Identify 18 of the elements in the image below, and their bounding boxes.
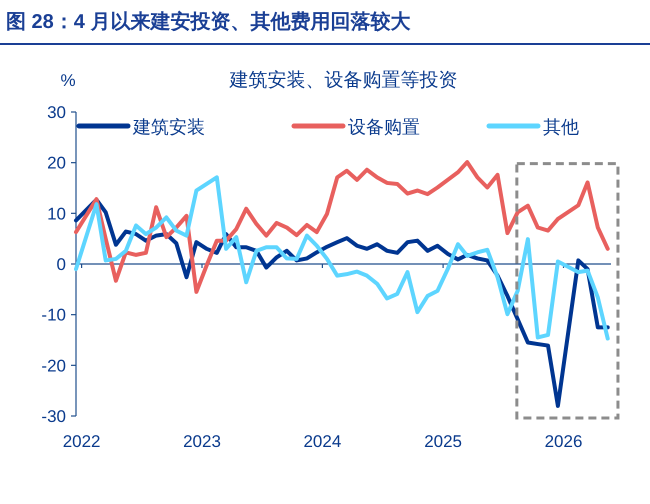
y-tick-label: 30: [47, 103, 66, 122]
y-tick-label: -10: [41, 306, 66, 325]
y-tick-label: -20: [41, 356, 66, 376]
x-tick-label: 2024: [303, 432, 342, 451]
legend-label: 建筑安装: [132, 117, 205, 137]
x-tick-label: 2023: [183, 432, 221, 451]
y-tick-label: -30: [41, 407, 66, 426]
x-tick-label: 2026: [544, 432, 582, 451]
x-tick-label: 2025: [424, 432, 462, 451]
y-tick-label: 10: [47, 204, 66, 224]
y-axis-title: %: [60, 71, 76, 90]
chart-subtitle: 建筑安装、设备购置等投资: [228, 69, 458, 91]
y-tick-label: 0: [56, 255, 66, 274]
y-tick-label: 20: [47, 154, 66, 173]
legend-label: 设备购置: [348, 117, 420, 137]
chart-title: 图 28：4 月以来建安投资、其他费用回落较大: [6, 10, 412, 33]
x-tick-label: 2022: [62, 432, 101, 451]
legend-label: 其他: [543, 117, 579, 137]
